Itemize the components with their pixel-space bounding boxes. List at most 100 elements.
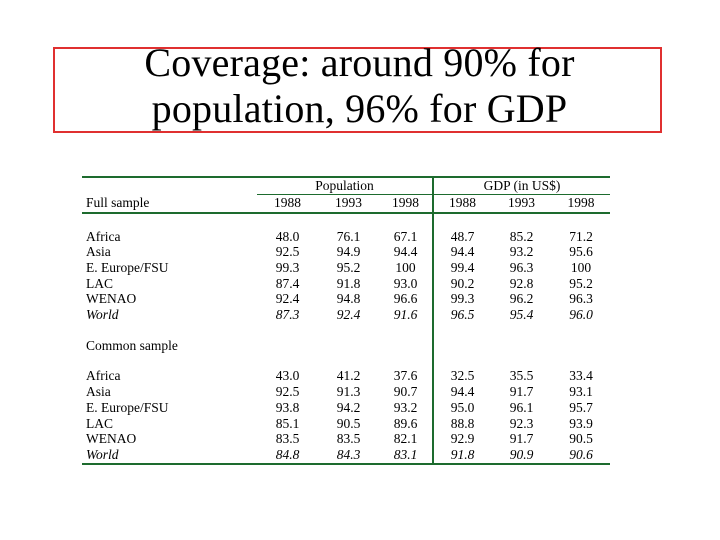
- region-label: LAC: [86, 275, 113, 291]
- table-row: Asia 92.5 94.9 94.4 94.4 93.2 95.6: [82, 244, 610, 260]
- table-cell: 96.3: [509, 260, 534, 276]
- table-row: E. Europe/FSU 99.3 95.2 100 99.4 96.3 100: [82, 259, 610, 276]
- table-cell: 92.9: [432, 431, 492, 447]
- table-cell: 41.2: [336, 368, 361, 384]
- table-cell: 92.4: [275, 291, 300, 307]
- table-cell: 96.0: [569, 307, 593, 323]
- table-cell: 99.3: [432, 291, 492, 308]
- table-cell: 94.2: [336, 399, 361, 415]
- table-cell: 90.5: [569, 431, 593, 447]
- table-cell: 89.6: [393, 415, 418, 431]
- table-cell: 96.6: [393, 291, 418, 307]
- table-cell: 33.4: [569, 368, 593, 384]
- table-cell: 43.0: [275, 368, 300, 384]
- table-row: E. Europe/FSU 93.8 94.2 93.2 95.0 96.1 95.7: [82, 399, 610, 416]
- table-cell: 95.4: [509, 307, 534, 323]
- table-cell: 87.3: [275, 307, 300, 323]
- table-row: Africa 48.0 76.1 67.1 48.7 85.2 71.2: [82, 228, 610, 245]
- region-label: LAC: [86, 415, 113, 431]
- title-frame: [53, 47, 662, 133]
- table-row: WENAO 83.5 83.5 82.1 92.9 91.7 90.5: [82, 431, 610, 447]
- group-header-row: Population GDP (in US$): [82, 175, 611, 195]
- slide-title: Coverage: around 90% for population, 96%…: [53, 40, 666, 132]
- year-header: 1998: [552, 194, 611, 214]
- table-cell: 90.7: [393, 384, 418, 400]
- table-row: LAC 85.1 90.5 89.6 88.8 92.3 93.9: [82, 415, 610, 432]
- table-cell: 93.0: [393, 275, 418, 291]
- table-cell: 94.8: [336, 291, 361, 307]
- table-cell: 95.7: [569, 399, 593, 415]
- table-cell: 91.3: [336, 384, 361, 400]
- table-cell: 90.2: [432, 275, 492, 292]
- table-cell: 85.2: [509, 228, 534, 244]
- region-label: Asia: [86, 244, 111, 260]
- table-cell: 83.5: [275, 431, 300, 447]
- table-cell: 92.5: [275, 384, 300, 400]
- population-group-header: Population: [257, 175, 434, 195]
- slide-title-line-1: Coverage: around 90% for: [144, 40, 575, 85]
- table-row: WENAO 92.4 94.8 96.6 99.3 96.2 96.3: [82, 291, 610, 308]
- region-label: World: [86, 307, 119, 323]
- coverage-table-container: Population GDP (in US$) Full sample 1988…: [82, 175, 611, 465]
- table-cell: 71.2: [569, 228, 593, 244]
- table-cell: 96.5: [432, 307, 492, 323]
- region-label: Asia: [86, 384, 111, 400]
- year-header: 1988: [432, 194, 492, 214]
- table-cell: 96.3: [569, 291, 593, 307]
- table-cell: 83.5: [336, 431, 361, 447]
- year-header: 1993: [318, 194, 379, 214]
- slide-title-line-2: population, 96% for GDP: [151, 86, 568, 131]
- region-label: World: [82, 446, 257, 465]
- table-cell: 83.1: [379, 446, 434, 465]
- table-row: Asia 92.5 91.3 90.7 94.4 91.7 93.1: [82, 384, 610, 400]
- table-cell: 96.2: [509, 291, 534, 307]
- table-cell: 94.4: [393, 244, 418, 260]
- table-cell: 95.2: [569, 275, 593, 291]
- common-sample-label: Common sample: [86, 337, 178, 353]
- table-cell: 93.2: [509, 244, 534, 260]
- table-cell: 84.3: [318, 446, 379, 465]
- table-cell: 93.1: [569, 384, 593, 400]
- table-cell: 92.8: [509, 275, 534, 291]
- table-cell: 91.7: [509, 431, 534, 447]
- region-label: E. Europe/FSU: [86, 260, 169, 276]
- table-cell: 99.4: [432, 259, 492, 276]
- gdp-group-header: GDP (in US$): [432, 175, 611, 195]
- full-sample-section: Africa 48.0 76.1 67.1 48.7 85.2 71.2 Asia 92.5 94…: [82, 228, 610, 323]
- table-cell: 91.8: [336, 275, 361, 291]
- region-label: Africa: [86, 228, 121, 244]
- year-header: 1993: [491, 194, 553, 214]
- table-cell: 37.6: [393, 368, 418, 384]
- table-cell: 48.0: [275, 228, 300, 244]
- table-cell: 90.6: [552, 446, 611, 465]
- table-cell: 92.4: [336, 307, 361, 323]
- coverage-table: Population GDP (in US$) Full sample 1988…: [82, 175, 611, 465]
- table-cell: 93.2: [393, 399, 418, 415]
- year-header: 1988: [257, 194, 318, 214]
- table-cell: 95.6: [569, 244, 593, 260]
- table-cell: 91.6: [393, 307, 418, 323]
- table-cell: 95.2: [336, 260, 361, 276]
- region-label: E. Europe/FSU: [86, 399, 169, 415]
- table-cell: 95.0: [432, 399, 492, 416]
- table-cell: 94.9: [336, 244, 361, 260]
- table-cell: 85.1: [275, 415, 300, 431]
- table-cell: 48.7: [432, 228, 492, 245]
- table-cell: 96.1: [509, 399, 534, 415]
- table-cell: 91.7: [509, 384, 534, 400]
- full-sample-label: Full sample: [82, 194, 257, 214]
- table-cell: 84.8: [257, 446, 318, 465]
- section-header-row: Common sample: [82, 337, 610, 354]
- table-cell: 91.8: [432, 446, 492, 465]
- table-cell: 100: [570, 260, 592, 276]
- region-label: WENAO: [86, 431, 137, 447]
- region-label: Africa: [86, 368, 121, 384]
- table-cell: 35.5: [509, 368, 534, 384]
- table-cell: 92.3: [509, 415, 534, 431]
- table-cell: 32.5: [432, 368, 492, 385]
- table-cell: 67.1: [393, 228, 418, 244]
- year-header-row: Full sample 1988 1993 1998 1988 1993 199…: [82, 194, 611, 214]
- table-cell: 100: [395, 260, 416, 276]
- table-cell: 93.9: [569, 415, 593, 431]
- table-cell: 87.4: [275, 275, 300, 291]
